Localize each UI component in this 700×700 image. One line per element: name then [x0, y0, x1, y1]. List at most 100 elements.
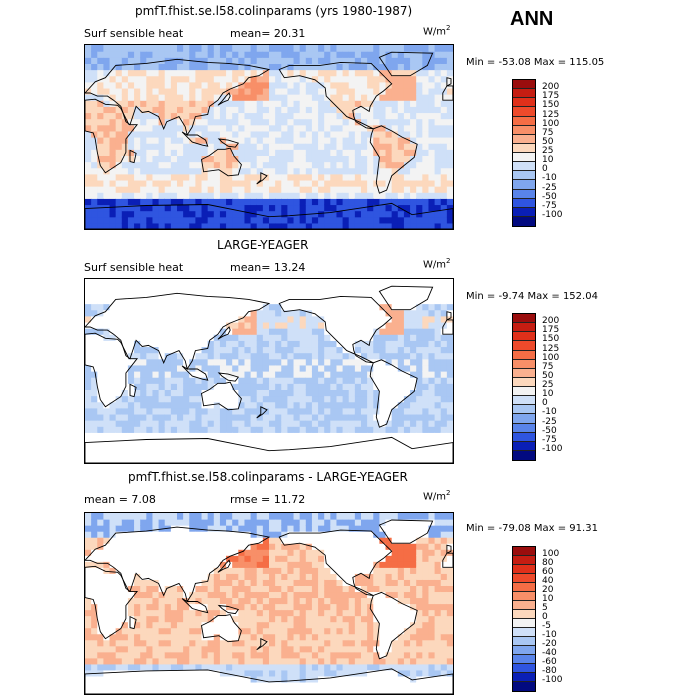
colorbar-label: 0 — [542, 164, 548, 175]
map-canvas — [85, 45, 453, 229]
colorbar-swatch — [513, 359, 535, 369]
coastline — [369, 591, 418, 660]
coastline — [85, 526, 271, 603]
colorbar-label: 100 — [542, 549, 560, 559]
colorbar-swatch — [513, 368, 535, 378]
colorbar-label: 125 — [542, 109, 560, 120]
colorbar-swatch — [513, 314, 535, 324]
coastline — [446, 544, 452, 554]
colorbar-swatch — [513, 682, 535, 691]
colorbar-label: -100 — [542, 675, 563, 685]
coastline — [85, 668, 453, 694]
coastline — [446, 77, 452, 87]
colorbar-label: -10 — [542, 630, 557, 640]
panel-3-colorbar — [512, 546, 536, 692]
colorbar-label: 175 — [542, 91, 560, 102]
coastline — [378, 285, 434, 311]
colorbar-swatch — [513, 556, 535, 565]
colorbar-swatch — [513, 162, 535, 172]
colorbar-label: 150 — [542, 100, 560, 111]
colorbar-swatch — [513, 125, 535, 135]
colorbar-label: 25 — [542, 380, 554, 390]
colorbar-swatch — [513, 423, 535, 433]
panel-1-mean-label: mean= 20.31 — [230, 27, 306, 40]
colorbar-label: 10 — [542, 594, 554, 604]
colorbar-label: -25 — [542, 182, 557, 193]
coastline — [217, 604, 240, 615]
colorbar-swatch — [513, 637, 535, 646]
colorbar-swatch — [513, 189, 535, 199]
colorbar-label: 10 — [542, 155, 554, 166]
colorbar-swatch — [513, 565, 535, 574]
map-canvas — [85, 513, 453, 694]
colorbar-label: -80 — [542, 666, 557, 676]
colorbar-label: 100 — [542, 352, 560, 363]
coastline — [278, 61, 393, 130]
colorbar-label: 0 — [542, 398, 548, 409]
colorbar-swatch — [513, 153, 535, 163]
colorbar-swatch — [513, 583, 535, 592]
coastline — [256, 172, 268, 185]
colorbar-swatch — [513, 396, 535, 406]
panel-1-minmax: Min = -53.08 Max = 115.05 — [466, 57, 605, 68]
colorbar-swatch — [513, 450, 535, 460]
colorbar-label: -50 — [542, 425, 557, 436]
colorbar-label: -10 — [542, 407, 557, 418]
colorbar-label: -40 — [542, 648, 557, 658]
coastline — [378, 519, 434, 544]
coastline — [201, 147, 242, 177]
colorbar-swatch — [513, 341, 535, 351]
coastline — [85, 58, 271, 137]
colorbar-swatch — [513, 323, 535, 333]
colorbar-label: 60 — [542, 567, 554, 577]
colorbar-swatch — [513, 610, 535, 619]
colorbar-swatch — [513, 387, 535, 397]
panel-1-variable-label: Surf sensible heat — [84, 27, 184, 40]
panel-3-title: pmfT.fhist.se.l58.colinparams - LARGE-YE… — [128, 470, 408, 484]
coastline — [181, 365, 209, 381]
coastline — [129, 149, 137, 164]
panel-1-title: pmfT.fhist.se.l58.colinparams (yrs 1980-… — [135, 4, 413, 18]
colorbar-label: 100 — [542, 118, 560, 129]
coastline — [85, 98, 139, 174]
colorbar-swatch — [513, 350, 535, 360]
season-label: ANN — [510, 8, 554, 30]
coastline — [85, 332, 139, 408]
colorbar-label: -10 — [542, 173, 557, 184]
colorbar-swatch — [513, 134, 535, 144]
colorbar-swatch — [513, 673, 535, 682]
colorbar-label: 50 — [542, 370, 554, 381]
map-canvas — [85, 279, 453, 463]
colorbar-label: -75 — [542, 200, 557, 211]
colorbar-label: -100 — [542, 209, 563, 220]
coastline — [85, 292, 271, 371]
colorbar-label: 0 — [542, 612, 548, 622]
colorbar-label: 200 — [542, 316, 560, 327]
colorbar-label: 125 — [542, 343, 560, 354]
colorbar-swatch — [513, 116, 535, 126]
coastline — [278, 529, 393, 596]
colorbar-swatch — [513, 198, 535, 208]
colorbar-swatch — [513, 646, 535, 655]
coastline — [85, 565, 139, 640]
coastline — [217, 326, 231, 340]
colorbar-swatch — [513, 628, 535, 637]
colorbar-swatch — [513, 180, 535, 190]
panel-2-title: LARGE-YEAGER — [217, 238, 309, 252]
panel-2-colorbar — [512, 313, 536, 461]
colorbar-swatch — [513, 655, 535, 664]
colorbar-label: -75 — [542, 434, 557, 445]
coastline — [256, 406, 268, 419]
panel-1-colorbar — [512, 79, 536, 227]
panel-1-units: W/m2 — [423, 24, 451, 38]
colorbar-label: 200 — [542, 82, 560, 93]
coastline — [85, 436, 453, 463]
colorbar-swatch — [513, 405, 535, 415]
coastline — [129, 615, 137, 630]
colorbar-label: -60 — [542, 657, 557, 667]
panel-3-mean-label: mean = 7.08 — [84, 493, 156, 506]
coastline — [129, 383, 137, 398]
panel-3-minmax: Min = -79.08 Max = 91.31 — [466, 523, 598, 534]
coastline — [369, 359, 418, 428]
colorbar-swatch — [513, 377, 535, 387]
